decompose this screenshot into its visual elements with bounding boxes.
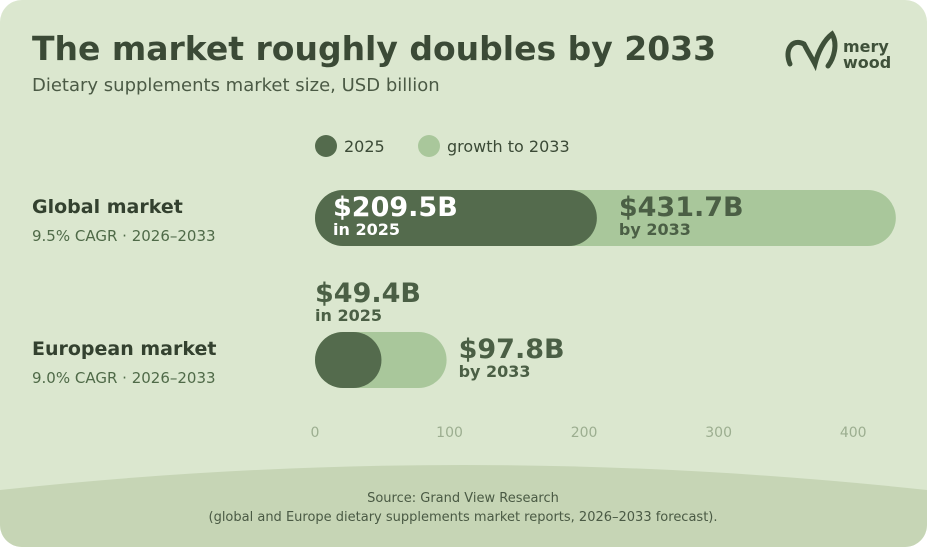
chart-subtitle: Dietary supplements market size, USD bil… (32, 75, 440, 96)
x-tick-label: 400 (840, 425, 867, 441)
logo-text: wood (843, 53, 891, 72)
category-label: European market (32, 338, 216, 360)
chart-title: The market roughly doubles by 2033 (32, 29, 716, 68)
value-note: by 2033 (619, 220, 691, 239)
bar (315, 190, 597, 246)
x-tick-label: 0 (311, 425, 320, 441)
value-label: $97.8B (459, 334, 565, 365)
value-label: $209.5B (333, 192, 458, 223)
footer-band (0, 465, 927, 547)
logo: mery wood (785, 30, 891, 72)
value-label: $431.7B (619, 192, 744, 223)
logo-text: mery (843, 37, 889, 56)
source: (global and Europe dietary supplements m… (209, 510, 718, 525)
x-tick-label: 200 (571, 425, 598, 441)
logo-mark (785, 30, 838, 72)
value-label: $49.4B (315, 278, 421, 309)
category-note: 9.0% CAGR · 2026–2033 (32, 369, 216, 387)
x-tick-label: 300 (705, 425, 732, 441)
category-note: 9.5% CAGR · 2026–2033 (32, 227, 216, 245)
legend-swatch (315, 135, 337, 157)
bar (315, 332, 382, 388)
legend-label: 2025 (344, 137, 385, 156)
x-tick-label: 100 (436, 425, 463, 441)
legend-label: growth to 2033 (447, 137, 570, 156)
value-note: in 2025 (333, 220, 400, 239)
source: Source: Grand View Research (367, 491, 559, 506)
category-label: Global market (32, 196, 183, 218)
value-note: by 2033 (459, 362, 531, 381)
value-note: in 2025 (315, 306, 382, 325)
legend-swatch (418, 135, 440, 157)
